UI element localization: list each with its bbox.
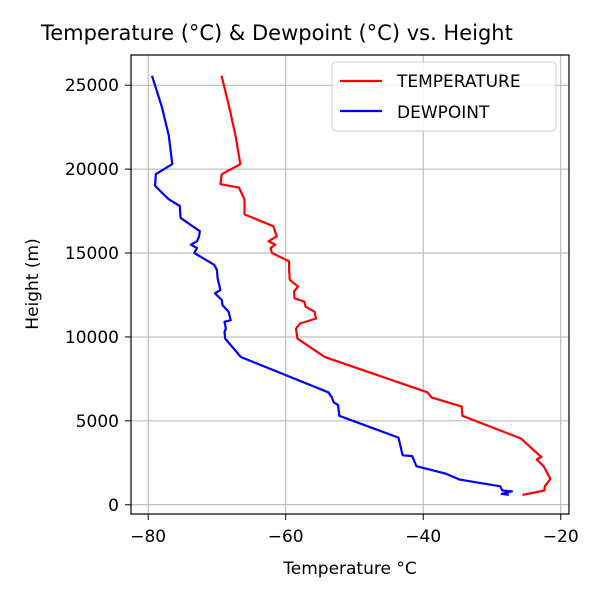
- y-tick-label: 15000: [65, 244, 119, 264]
- series-layer: [150, 75, 552, 496]
- axes: −80 −60 −40 −20 0 5000 10000 15000 20000 25000: [65, 76, 579, 547]
- legend-label-temperature: TEMPERATURE: [396, 72, 521, 92]
- y-tick-label: 5000: [76, 412, 119, 432]
- legend-box: [331, 61, 557, 132]
- chart-title: Temperature (°C) & Dewpoint (°C) vs. Hei…: [40, 21, 513, 45]
- series-line-dewpoint: [150, 75, 513, 496]
- x-tick-label: −40: [405, 527, 441, 547]
- legend: TEMPERATURE DEWPOINT: [331, 61, 557, 132]
- y-axis-label: Height (m): [23, 238, 43, 329]
- y-tick-label: 10000: [65, 328, 119, 348]
- y-tick-label: 25000: [65, 76, 119, 96]
- series-line-temperature: [219, 75, 552, 496]
- x-tick-label: −80: [130, 527, 166, 547]
- y-tick-label: 20000: [65, 160, 119, 180]
- x-tick-label: −60: [268, 527, 304, 547]
- plot-frame: [130, 54, 570, 515]
- x-axis-label: Temperature °C: [282, 559, 416, 579]
- x-tick-label: −20: [543, 527, 579, 547]
- y-tick-label: 0: [108, 496, 119, 516]
- legend-label-dewpoint: DEWPOINT: [397, 103, 490, 123]
